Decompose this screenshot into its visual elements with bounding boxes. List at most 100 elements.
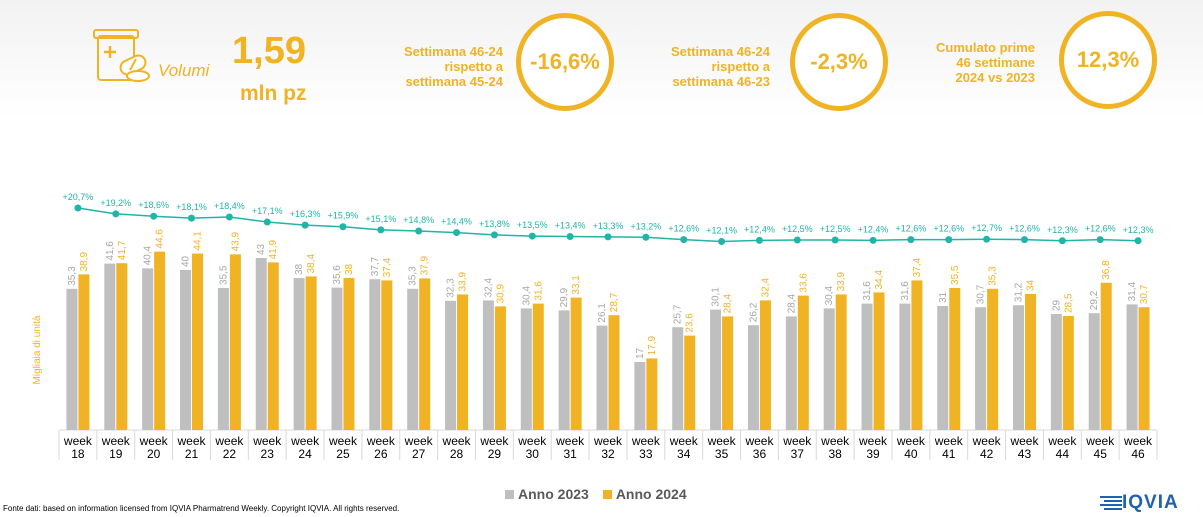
bar-2023 <box>482 300 494 430</box>
bar-label-2023: 35,3 <box>408 266 419 286</box>
growth-point <box>225 213 233 221</box>
growth-label: +12,4% <box>744 224 775 234</box>
x-tick-label-number: 41 <box>942 447 956 461</box>
bar-label-2024: 30,7 <box>1139 284 1150 304</box>
growth-label: +12,3% <box>1047 225 1078 235</box>
bar-label-2024: 23,6 <box>685 313 696 333</box>
growth-label: +18,6% <box>138 200 169 210</box>
x-tick-label-number: 45 <box>1094 447 1108 461</box>
bar-2023 <box>331 287 343 430</box>
growth-label: +19,2% <box>100 198 131 208</box>
kpi-3-caption: Cumulato prime 46 settimane 2024 vs 2023 <box>885 40 1035 85</box>
kpi-3-line1: Cumulato prime <box>936 40 1035 55</box>
x-tick-label-week: week <box>177 434 207 448</box>
x-tick-label-week: week <box>1085 434 1115 448</box>
kpi-1-value: -16,6% <box>530 49 600 74</box>
bar-2024 <box>154 251 166 430</box>
x-tick-label-number: 39 <box>866 447 880 461</box>
bar-2023 <box>217 288 229 430</box>
bar-label-2024: 36,8 <box>1101 260 1112 280</box>
bar-2023 <box>66 288 78 430</box>
growth-point <box>453 229 461 237</box>
growth-point <box>301 221 309 229</box>
kpi-3-circle: 12,3% <box>1059 11 1157 109</box>
growth-point <box>718 238 726 246</box>
growth-label: +13,2% <box>630 221 661 231</box>
bar-2023 <box>823 308 835 430</box>
x-tick-label-number: 43 <box>1018 447 1032 461</box>
kpi-1-line1: Settimana 46-24 <box>404 44 503 59</box>
bar-2024 <box>305 276 317 430</box>
bar-2024 <box>229 254 241 430</box>
iqvia-logo: IQVIA <box>1100 492 1179 514</box>
growth-point <box>188 214 196 222</box>
growth-label: +12,5% <box>782 224 813 234</box>
x-tick-label-number: 40 <box>904 447 918 461</box>
bar-2024 <box>759 300 771 430</box>
x-tick-label-week: week <box>669 434 699 448</box>
bar-2023 <box>1088 313 1100 430</box>
bar-2023 <box>1012 305 1024 430</box>
growth-point <box>1020 236 1028 244</box>
bar-label-2023: 31,6 <box>900 281 911 301</box>
bar-2023 <box>785 316 797 430</box>
growth-point <box>528 232 536 240</box>
growth-point <box>377 226 385 234</box>
x-tick-label-number: 24 <box>298 447 312 461</box>
bar-2024 <box>608 315 620 430</box>
kpi-2-circle: -2,3% <box>790 13 888 111</box>
growth-point <box>793 236 801 244</box>
bar-label-2024: 31,6 <box>533 281 544 301</box>
legend-item-2023: Anno 2023 <box>505 486 589 502</box>
bar-label-2023: 25,7 <box>673 304 684 324</box>
bar-label-2024: 28,4 <box>723 293 734 313</box>
bar-2023 <box>180 270 192 430</box>
bar-label-2024: 35,3 <box>988 266 999 286</box>
growth-label: +18,1% <box>176 202 207 212</box>
growth-point <box>680 236 688 244</box>
bar-label-2023: 26,1 <box>597 303 608 323</box>
bar-label-2024: 28,5 <box>1063 293 1074 313</box>
x-tick-label-week: week <box>139 434 169 448</box>
growth-label: +12,7% <box>971 223 1002 233</box>
x-tick-label-week: week <box>63 434 93 448</box>
bar-2024 <box>381 280 393 430</box>
bar-2023 <box>899 303 911 430</box>
bar-label-2023: 29,2 <box>1089 290 1100 310</box>
x-tick-label-week: week <box>328 434 358 448</box>
growth-point <box>1134 237 1142 245</box>
bar-2024 <box>1100 282 1112 430</box>
x-tick-label-week: week <box>782 434 812 448</box>
bar-label-2023: 40,4 <box>143 245 154 265</box>
legend-item-2024: Anno 2024 <box>602 486 687 502</box>
x-tick-label-week: week <box>214 434 244 448</box>
bar-label-2024: 44,1 <box>193 231 204 251</box>
growth-point <box>604 233 612 241</box>
kpi-3-value: 12,3% <box>1076 47 1140 72</box>
iqvia-logo-icon <box>1100 496 1122 510</box>
x-tick-label-number: 29 <box>488 447 502 461</box>
growth-point <box>339 223 347 231</box>
x-tick-label-number: 22 <box>223 447 237 461</box>
volume-value: 1,59 <box>232 30 306 72</box>
bar-2023 <box>861 303 873 430</box>
bar-label-2023: 40 <box>181 255 192 267</box>
x-tick-label-number: 26 <box>374 447 388 461</box>
growth-point <box>831 236 839 244</box>
bar-label-2023: 29,9 <box>559 287 570 307</box>
bar-2023 <box>747 325 759 430</box>
bar-2024 <box>835 294 847 430</box>
kpi-2-value: -2,3% <box>810 49 868 74</box>
bar-label-2023: 38 <box>294 263 305 275</box>
growth-point <box>983 235 991 243</box>
x-tick-label-week: week <box>101 434 131 448</box>
bar-2024 <box>116 263 128 430</box>
x-tick-label-number: 34 <box>677 447 691 461</box>
legend-label-2023: Anno 2023 <box>518 486 589 502</box>
bar-label-2024: 38,9 <box>79 251 90 271</box>
legend-swatch-2024 <box>602 489 612 499</box>
bar-label-2024: 37,4 <box>912 257 923 277</box>
iqvia-logo-text: IQVIA <box>1122 492 1179 513</box>
growth-label: +12,1% <box>706 226 737 236</box>
